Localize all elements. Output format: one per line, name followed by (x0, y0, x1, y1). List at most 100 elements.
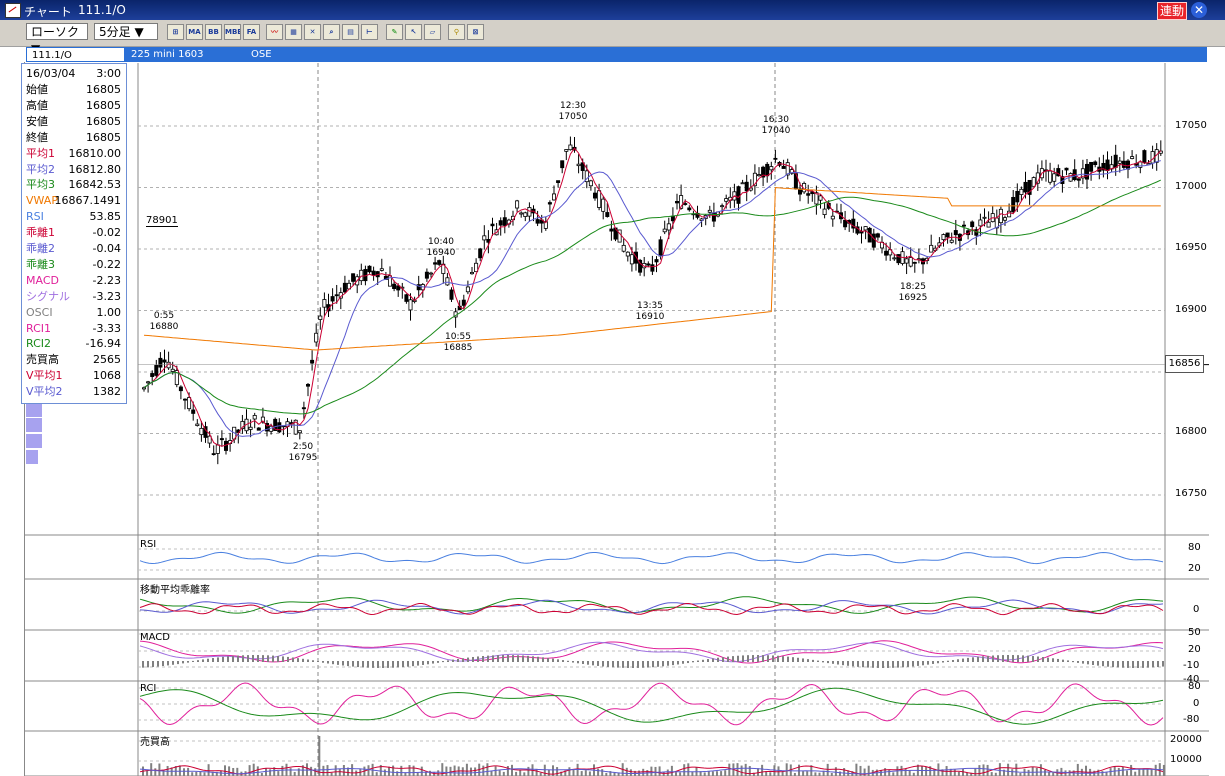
calc-icon[interactable]: ▤ (342, 24, 359, 40)
candle-body (830, 215, 835, 220)
macd-oscillator-bar (652, 661, 654, 668)
volume-bar (691, 771, 694, 776)
volume-avg2-line (139, 767, 1164, 775)
ma-icon[interactable]: MA (186, 24, 203, 40)
cross-icon[interactable]: ✕ (304, 24, 321, 40)
volume-bar (318, 736, 321, 776)
pattern-icon[interactable]: ▦ (285, 24, 302, 40)
price-axis-label: 16800 (1175, 426, 1207, 437)
macd-oscillator-bar (462, 658, 464, 662)
interval-select[interactable]: 5分足 ▼ (94, 23, 158, 40)
volume-bar (396, 771, 399, 776)
macd-oscillator-bar (767, 655, 769, 662)
annotation-time: 16:30 (763, 115, 789, 125)
volume-bar (482, 765, 485, 776)
eraser-icon[interactable]: ▱ (424, 24, 441, 40)
macd-oscillator-bar (467, 657, 469, 662)
macd-axis-label: -10 (1183, 660, 1200, 671)
volume-bar (584, 770, 587, 776)
macd-oscillator-bar (1112, 661, 1114, 668)
candle-body (433, 262, 438, 265)
volume-bar (556, 767, 559, 776)
bb-icon[interactable]: BB (205, 24, 222, 40)
macd-oscillator-bar (147, 661, 149, 668)
volume-bar (953, 769, 956, 776)
volume-axis-label: 20000 (1170, 734, 1202, 745)
volume-bar (1076, 763, 1079, 776)
pen-icon[interactable]: ✎ (386, 24, 403, 40)
macd-oscillator-bar (507, 655, 509, 662)
search-icon[interactable]: ⚲ (448, 24, 465, 40)
volume-bar (773, 765, 776, 776)
volume-bar (1019, 772, 1022, 776)
window-title-bar: チャート 111.1/O 連動 ✕ (0, 0, 1225, 20)
volume-bar (1138, 769, 1141, 776)
info-row-value: -3.33 (92, 321, 121, 335)
macd-oscillator-bar (322, 661, 324, 663)
exchange-name: OSE (251, 49, 272, 60)
mg-icon[interactable]: ⊞ (167, 24, 184, 40)
fa-icon[interactable]: FA (243, 24, 260, 40)
volume-bar (781, 771, 784, 776)
macd-oscillator-bar (582, 661, 584, 665)
volume-bar (269, 769, 272, 776)
volume-bar (683, 764, 686, 776)
volume-bar (1003, 769, 1005, 776)
macd-oscillator-bar (407, 661, 409, 667)
candle-body (191, 409, 196, 414)
candle-body (498, 220, 503, 226)
candle-body (609, 228, 614, 232)
info-row-value: 1.00 (96, 305, 122, 319)
macd-oscillator-bar (377, 661, 379, 668)
volume-bar (1085, 765, 1087, 776)
info-row-key: RCI1 (26, 321, 52, 335)
macd-oscillator-bar (717, 657, 719, 662)
link-button[interactable]: 連動 (1157, 2, 1187, 20)
macd-oscillator-bar (987, 655, 989, 662)
macd-oscillator-bar (812, 659, 814, 662)
mbe-icon[interactable]: MBE (224, 24, 241, 40)
candle-body (781, 165, 786, 169)
tool-icon[interactable]: ⊠ (467, 24, 484, 40)
macd-oscillator-bar (332, 661, 334, 665)
macd-oscillator-bar (627, 661, 629, 668)
volume-bar (650, 766, 653, 776)
volume-bar (199, 771, 202, 776)
candle-body (666, 223, 671, 231)
symbol-field[interactable]: 111.1/O (26, 47, 125, 62)
macd-oscillator-bar (1047, 657, 1049, 662)
macd-oscillator-bar (937, 661, 939, 664)
macd-oscillator-bar (677, 661, 679, 665)
candle-body (310, 359, 315, 364)
volume-bar (416, 772, 419, 776)
volume-bar (580, 771, 583, 776)
cursor-icon[interactable]: ↖ (405, 24, 422, 40)
rci-axis-label: -80 (1183, 714, 1200, 725)
macd-oscillator-bar (932, 661, 934, 664)
macd-oscillator-bar (1132, 661, 1134, 668)
macd-oscillator-bar (292, 657, 294, 662)
macd-oscillator-bar (512, 655, 514, 662)
line-icon[interactable]: 〰 (266, 24, 283, 40)
macd-oscillator-bar (552, 658, 554, 662)
macd-oscillator-bar (232, 655, 234, 662)
macd-oscillator-bar (472, 656, 474, 662)
table-icon[interactable]: ⊢ (361, 24, 378, 40)
macd-oscillator-bar (867, 661, 869, 668)
price-annotation: 2:50 16795 (285, 442, 321, 464)
price-axis-label: 16900 (1175, 304, 1207, 315)
macd-oscillator-bar (362, 661, 364, 668)
close-icon[interactable]: ✕ (1191, 2, 1207, 18)
info-row: 高値 16805 (26, 98, 124, 113)
macd-oscillator-bar (517, 655, 519, 662)
zoom-icon[interactable]: ⌕ (323, 24, 340, 40)
candle-body (675, 201, 680, 204)
candle-body (560, 160, 565, 169)
volume-bar (679, 772, 682, 776)
macd-oscillator-bar (297, 658, 299, 662)
candle-body (752, 172, 757, 187)
volume-bar (1130, 764, 1133, 776)
info-row-key: 乖離3 (26, 257, 55, 271)
candle-body (437, 260, 442, 265)
